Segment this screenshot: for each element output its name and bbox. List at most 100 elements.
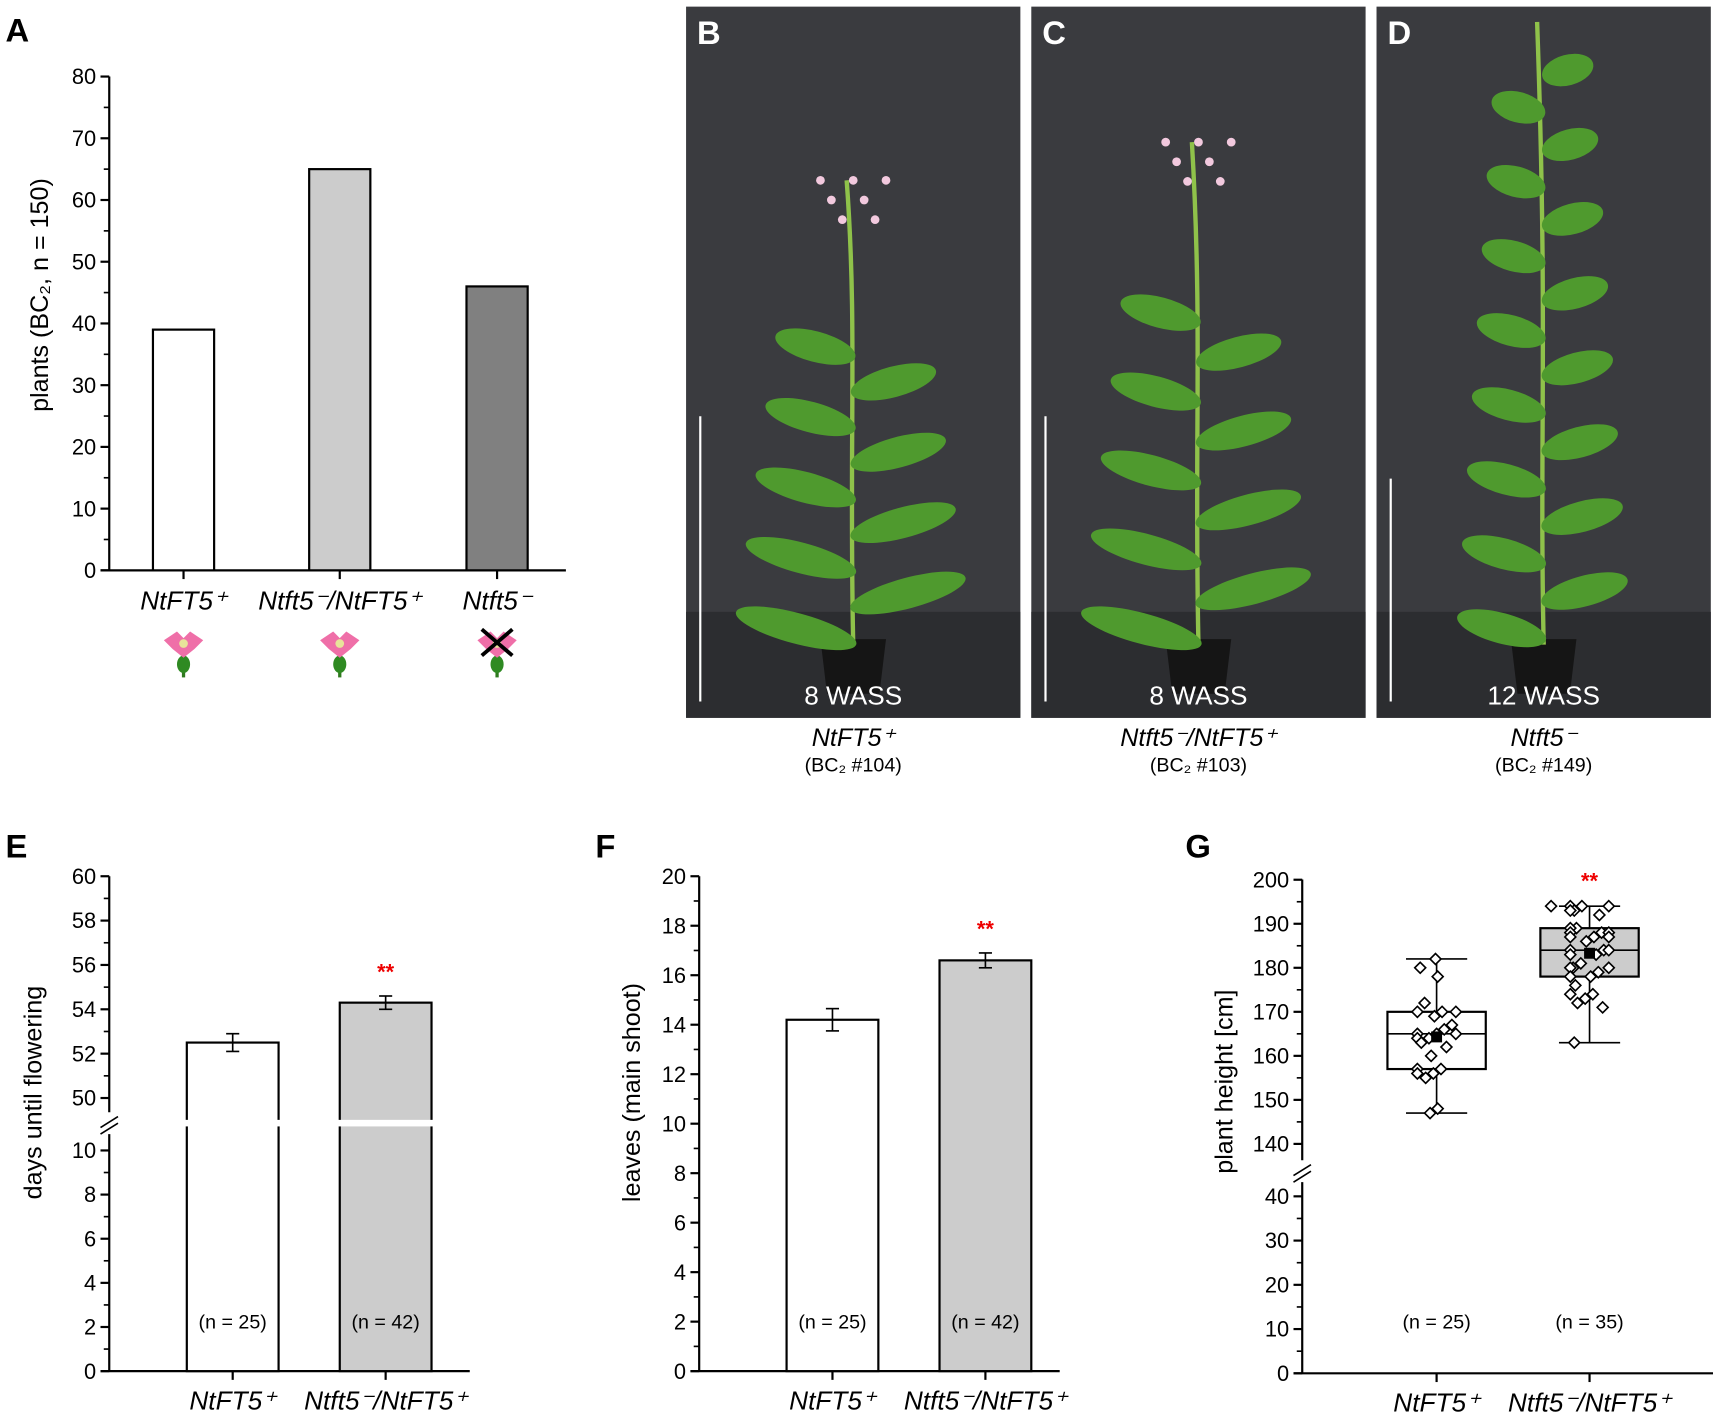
data-point [1544, 899, 1558, 913]
y-tick-label: 8 [674, 1161, 686, 1186]
data-point [1439, 1040, 1454, 1054]
x-tick-label: NtFT5⁺ [1393, 1388, 1482, 1416]
panel-g-chart: G 0 10 20 30 40 140 150 160 170 180 190 200 plant hei… [1185, 828, 1713, 1416]
y-tick-label: 6 [84, 1226, 96, 1251]
panel-f-chart: F 0 2 4 6 8 10 12 14 16 18 20 leaves (main shoot) (n … [595, 828, 1069, 1416]
leaf [1541, 498, 1623, 535]
data-point [1431, 969, 1445, 984]
crossed-flower-icon [477, 627, 517, 678]
y-axis-label: days until flowering [20, 986, 48, 1200]
data-point [1424, 1049, 1438, 1063]
x-tick-label: Ntft5⁻/NtFT5⁺ [904, 1385, 1069, 1415]
flower-bud [827, 195, 836, 205]
x-tick-label: NtFT5⁺ [789, 1385, 878, 1415]
leaf [850, 432, 946, 472]
y-tick-label: 30 [1265, 1228, 1289, 1253]
leaf [1196, 333, 1282, 371]
y-tick-label: 0 [84, 1359, 96, 1384]
y-tick-label: 52 [72, 1041, 96, 1066]
leaf [1541, 350, 1613, 386]
y-tick-label: 18 [662, 913, 686, 938]
flower-bud [1161, 137, 1171, 147]
flower-icon [320, 631, 360, 678]
panel-label: F [595, 828, 615, 865]
flower-bud [1215, 177, 1225, 186]
bar [338, 1001, 433, 1373]
y-tick-label: 2 [674, 1309, 686, 1334]
plant-photo: C 8 WASS [1031, 6, 1366, 718]
plant-photos: B 8 WASS NtFT5⁺(BC₂ #104) C 8 WASS Ntft5⁻/NtF… [686, 6, 1711, 776]
leaf [1541, 276, 1609, 311]
data-point [1602, 930, 1616, 944]
bar [785, 1018, 880, 1373]
leaf [1541, 127, 1599, 162]
y-tick-label: 20 [1265, 1272, 1289, 1297]
data-point [1449, 1005, 1463, 1019]
data-point [1414, 1036, 1428, 1050]
data-point [1602, 943, 1616, 957]
y-tick-label: 10 [72, 1138, 96, 1163]
bar-break-gap [337, 1119, 434, 1127]
bar [151, 328, 216, 572]
panel-label: C [1042, 14, 1066, 51]
data-point [1419, 1071, 1433, 1085]
leaf [850, 502, 956, 544]
y-tick-label: 60 [72, 864, 96, 889]
y-axis-label: plant height [cm] [1210, 990, 1238, 1174]
line-caption: (BC₂ #149) [1495, 754, 1592, 776]
pot [1165, 639, 1232, 694]
bar [308, 168, 372, 572]
plant-photo: B 8 WASS [686, 6, 1021, 718]
leaf [1457, 609, 1547, 648]
data-point [1449, 1027, 1463, 1041]
data-point [1563, 969, 1577, 984]
stage-label: 8 WASS [1149, 681, 1247, 711]
axis-break-mark [1293, 1170, 1312, 1183]
flower-bud [816, 175, 825, 185]
leaf [1476, 313, 1546, 348]
data-point [1563, 930, 1577, 944]
y-tick-label: 80 [72, 64, 96, 89]
data-point [1410, 1066, 1424, 1081]
data-point [1567, 1036, 1581, 1050]
mean-marker [1431, 1031, 1443, 1043]
y-tick-label: 8 [84, 1182, 96, 1207]
y-tick-label: 50 [72, 249, 96, 274]
sample-size-label: (n = 25) [199, 1312, 267, 1334]
flower-center [179, 639, 188, 648]
y-tick-label: 40 [72, 311, 96, 336]
flower-bud [848, 175, 858, 185]
y-tick-label: 54 [72, 997, 96, 1022]
y-tick-label: 0 [1277, 1361, 1289, 1386]
line-caption: (BC₂ #104) [805, 754, 902, 776]
genotype-caption: Ntft5⁻ [1511, 724, 1579, 752]
y-axis-label: leaves (main shoot) [618, 983, 646, 1202]
leaf [1471, 387, 1546, 423]
y-tick-label: 2 [84, 1315, 96, 1340]
data-point [1423, 1106, 1437, 1120]
y-tick-label: 200 [1253, 867, 1289, 892]
x-tick-label: Ntft5⁻/NtFT5⁺ [304, 1385, 469, 1415]
sample-size-label: (n = 25) [798, 1312, 866, 1334]
x-tick-label: NtFT5⁺ [140, 586, 229, 616]
sample-size-label: (n = 35) [1555, 1312, 1623, 1334]
sample-size-label: (n = 42) [951, 1312, 1019, 1334]
mean-marker [1584, 947, 1596, 959]
y-tick-label: 60 [72, 188, 96, 213]
data-point [1427, 1009, 1442, 1023]
leaf [1481, 239, 1546, 274]
leaf [1110, 372, 1201, 411]
panel-a-chart: A 0 10 20 30 40 50 60 70 80 plants (BC₂, n = 150) N… [5, 12, 566, 678]
pot [1510, 639, 1577, 694]
line-caption: (BC₂ #103) [1150, 754, 1247, 776]
data-point [1563, 903, 1577, 918]
flower-icon [163, 631, 204, 678]
stage-label: 12 WASS [1487, 681, 1600, 711]
y-tick-label: 160 [1253, 1043, 1289, 1068]
leaf [1195, 411, 1292, 451]
y-tick-label: 14 [662, 1012, 686, 1037]
leaf [850, 363, 937, 401]
y-tick-label: 150 [1253, 1088, 1289, 1113]
flower-calyx [490, 655, 504, 674]
